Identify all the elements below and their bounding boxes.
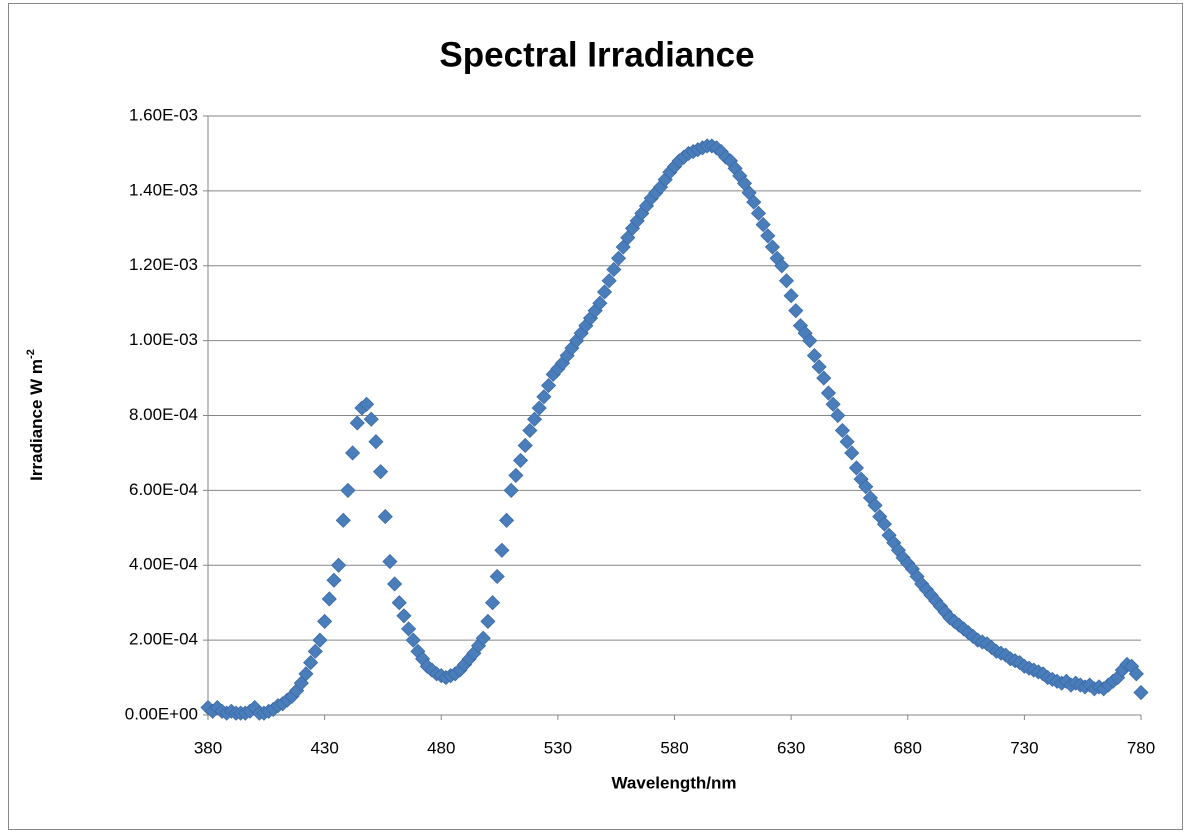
data-point [820, 385, 837, 401]
y-tick-label: 4.00E-04 [129, 555, 198, 574]
data-point [298, 666, 314, 682]
data-point [816, 370, 832, 386]
data-point [825, 396, 841, 412]
x-tick-label: 580 [660, 738, 688, 757]
data-point [876, 516, 892, 532]
data-point [382, 553, 398, 570]
data-point [340, 482, 356, 498]
data-point [405, 632, 421, 648]
data-point [830, 407, 846, 424]
x-axis-label: Wavelength/nm [612, 773, 737, 792]
y-tick-label: 1.60E-03 [129, 105, 198, 124]
data-point [508, 467, 524, 483]
data-point [484, 595, 501, 611]
data-point [848, 460, 865, 476]
data-point [345, 445, 361, 461]
y-tick-label: 1.20E-03 [129, 255, 198, 274]
data-point [387, 576, 403, 592]
data-point [811, 359, 827, 375]
data-point [601, 273, 617, 289]
data-point [391, 595, 407, 611]
y-axis-label-superscript: -2 [25, 349, 37, 359]
y-tick-label: 0.00E+00 [125, 704, 198, 723]
data-point [326, 572, 342, 588]
data-point [517, 437, 533, 454]
data-point [307, 643, 323, 659]
data-point [522, 422, 538, 439]
data-point [610, 250, 627, 266]
y-axis-label: Irradiance W m-2 [25, 349, 47, 481]
data-point [760, 228, 776, 244]
data-point [401, 621, 417, 637]
data-point [512, 452, 529, 468]
data-point [750, 205, 767, 221]
data-point [377, 509, 393, 525]
chart-title: Spectral Irradiance [439, 35, 754, 74]
data-point [778, 273, 795, 289]
data-point [349, 415, 365, 431]
data-point [494, 542, 510, 558]
data-point [489, 568, 505, 585]
data-point [802, 333, 818, 349]
data-point [331, 557, 347, 573]
data-point [746, 194, 762, 210]
data-point [806, 348, 823, 364]
data-point [312, 632, 328, 648]
data-point [867, 497, 883, 513]
data-point [1133, 684, 1149, 701]
data-point [480, 613, 496, 629]
data-point [858, 479, 874, 495]
y-tick-label: 1.00E-03 [129, 330, 198, 349]
x-tick-label: 680 [894, 738, 922, 757]
chart-frame [8, 3, 1183, 830]
data-point [774, 258, 790, 274]
data-point [373, 464, 389, 480]
data-point [317, 613, 333, 629]
y-tick-label: 6.00E-04 [129, 480, 198, 499]
data-point [536, 389, 552, 405]
data-point [844, 445, 860, 461]
data-point [783, 288, 799, 304]
data-point [498, 512, 515, 528]
x-tick-label: 780 [1127, 738, 1155, 757]
y-tick-label: 1.40E-03 [129, 180, 198, 199]
data-point [396, 608, 412, 624]
data-point [321, 591, 337, 607]
y-tick-label: 8.00E-04 [129, 405, 198, 424]
data-point [755, 217, 771, 233]
data-point [503, 482, 519, 498]
data-point [359, 396, 375, 412]
x-tick-label: 480 [427, 738, 455, 757]
data-point [335, 512, 351, 528]
x-tick-label: 380 [194, 738, 222, 757]
data-point [606, 261, 622, 278]
data-point [839, 434, 855, 450]
data-point [596, 284, 613, 300]
data-point [363, 411, 379, 427]
data-point [526, 411, 543, 427]
data-point [788, 303, 804, 319]
y-tick-label: 2.00E-04 [129, 630, 198, 649]
x-tick-label: 730 [1010, 738, 1038, 757]
data-point [1128, 666, 1144, 682]
data-point [764, 239, 781, 255]
data-point [368, 434, 384, 450]
data-point [592, 295, 608, 311]
x-tick-label: 530 [544, 738, 572, 757]
x-tick-label: 630 [777, 738, 805, 757]
data-point [834, 422, 851, 439]
data-point [475, 630, 491, 646]
data-point [303, 655, 319, 671]
data-point [540, 377, 557, 394]
data-point [531, 400, 547, 416]
y-axis-label-text: Irradiance W m [27, 359, 46, 481]
x-tick-label: 430 [310, 738, 338, 757]
